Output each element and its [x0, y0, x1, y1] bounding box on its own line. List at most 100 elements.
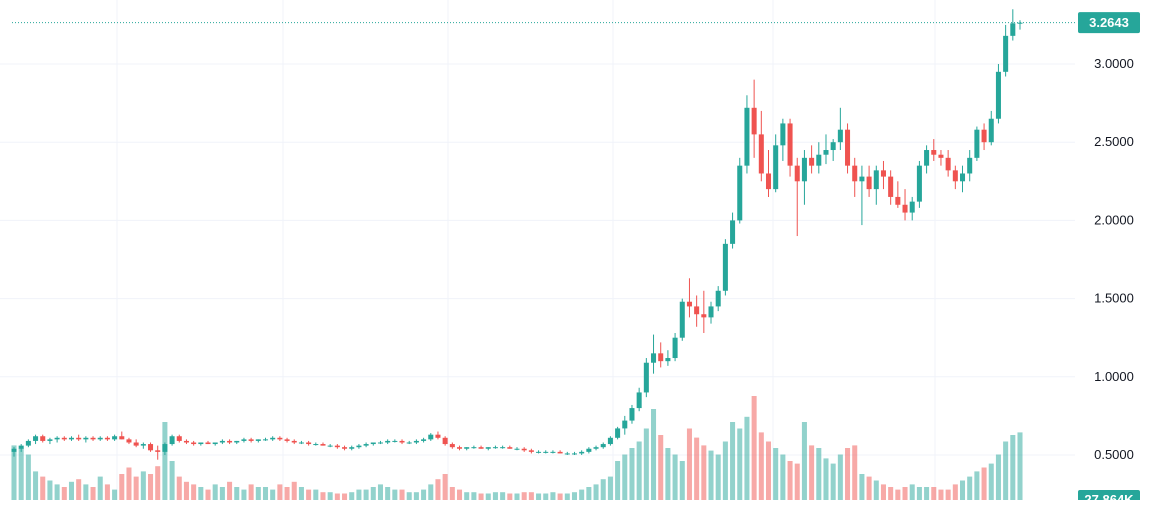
candle-body [270, 437, 276, 440]
candle-body [715, 290, 721, 307]
volume-bar [571, 492, 578, 500]
volume-bar [176, 476, 182, 500]
last-price-badge: 3.2643 [1078, 12, 1140, 34]
volume-bar [148, 474, 154, 500]
candle-body [148, 444, 154, 451]
candle-body [701, 314, 707, 318]
volume-bars [11, 396, 1023, 500]
volume-bar [909, 484, 915, 500]
volume-bar [852, 445, 858, 500]
candle-body [665, 358, 671, 362]
y-tick-label: 3.0000 [1094, 56, 1134, 71]
volume-bar [83, 484, 89, 500]
volume-bar [291, 481, 297, 500]
candle-body [205, 442, 211, 445]
volume-bar [658, 435, 664, 500]
volume-bar [895, 489, 901, 500]
candle-body [672, 337, 678, 359]
volume-bar [794, 463, 800, 500]
volume-bar [507, 493, 513, 500]
price-axis[interactable]: 0.5000 1.0000 1.5000 2.0000 2.5000 3.0000 [1094, 56, 1134, 462]
y-tick-label: 1.0000 [1094, 369, 1134, 384]
volume-bar [40, 476, 46, 500]
candle-body [507, 447, 513, 449]
candle-body [97, 437, 103, 440]
volume-bar [952, 484, 958, 500]
volume-bar [234, 487, 240, 500]
volume-bar [456, 489, 463, 500]
candle-body [737, 165, 743, 221]
candle-body [694, 306, 700, 315]
candle-body [320, 444, 326, 446]
volume-bar [262, 487, 269, 500]
candle-body [18, 445, 24, 449]
volume-bar [837, 454, 843, 500]
candle-body [658, 353, 664, 362]
candle-body [33, 436, 39, 441]
candle-body [988, 118, 994, 143]
volume-bar [629, 448, 635, 500]
volume-bar [334, 493, 340, 500]
candle-body [629, 408, 635, 421]
candle-body [593, 447, 599, 449]
volume-bar [306, 489, 312, 500]
candle-body [1010, 23, 1016, 36]
candle-body [428, 434, 434, 440]
candle-body [895, 196, 901, 205]
volume-bar [169, 461, 175, 500]
candle-body [442, 437, 448, 445]
candle-body [435, 434, 441, 438]
volume-bar [866, 476, 872, 500]
candle-body [363, 444, 369, 446]
candle-body [514, 448, 520, 450]
candle-body [291, 440, 297, 443]
candle-body [880, 170, 886, 177]
candle-body [342, 447, 348, 449]
volume-bar [356, 489, 362, 500]
volume-bar [888, 487, 894, 500]
candle-body [837, 129, 843, 143]
candle-body [730, 220, 736, 244]
candle-body [104, 437, 110, 440]
volume-bar [370, 487, 376, 500]
candle-body [25, 440, 31, 446]
volume-bar [550, 492, 556, 500]
volume-bar [902, 487, 908, 500]
volume-bar [931, 487, 937, 500]
candle-body [931, 150, 937, 155]
volume-bar [809, 445, 815, 500]
candle-body [198, 442, 204, 445]
candle-body [981, 129, 987, 143]
candle-body [938, 154, 944, 158]
candle-body [536, 451, 542, 453]
volume-bar [816, 448, 822, 500]
candle-body [780, 123, 786, 146]
y-tick-label: 0.5000 [1094, 447, 1134, 462]
candle-body [370, 442, 376, 445]
volume-bar [442, 474, 448, 500]
candle-body [651, 353, 657, 363]
candle-body [974, 129, 980, 158]
candle-body [622, 420, 628, 429]
candle-body [284, 439, 290, 441]
volume-bar [701, 445, 707, 500]
volume-bar [1017, 432, 1023, 500]
candle-body [686, 301, 692, 307]
volume-bar [722, 441, 728, 500]
volume-bar [873, 480, 879, 500]
volume-bar [801, 422, 807, 500]
candle-body [995, 71, 1001, 119]
candle-body [40, 436, 46, 441]
candle-body [126, 439, 132, 443]
candle-body [399, 440, 405, 443]
candle-body [61, 437, 67, 440]
candle-body [586, 448, 592, 452]
candle-body [162, 444, 168, 452]
candle-body [809, 157, 815, 166]
candle-body [471, 447, 477, 449]
candle-body [349, 447, 355, 449]
volume-bar [298, 487, 304, 500]
volume-bar [277, 484, 283, 500]
